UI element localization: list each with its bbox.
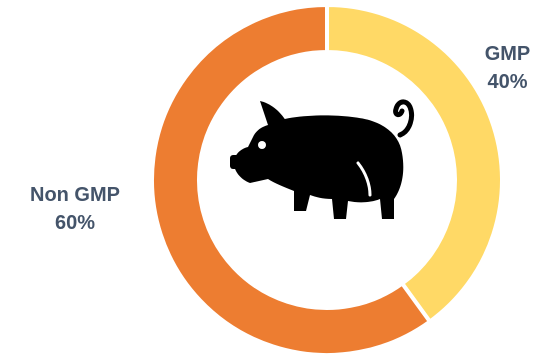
slice-label-nongmp: Non GMP 60% [10, 181, 140, 237]
slice-label-gmp: GMP 40% [470, 40, 545, 96]
slice-label-gmp-value: 40% [487, 71, 528, 93]
slice-label-nongmp-name: Non GMP [30, 184, 120, 206]
slice-label-nongmp-value: 60% [54, 212, 96, 234]
slices-group [150, 2, 504, 356]
pig-icon [230, 99, 415, 219]
slice-non-gmp [150, 2, 433, 356]
slice-gmp [325, 2, 504, 325]
slice-label-gmp-name: GMP [484, 43, 531, 65]
